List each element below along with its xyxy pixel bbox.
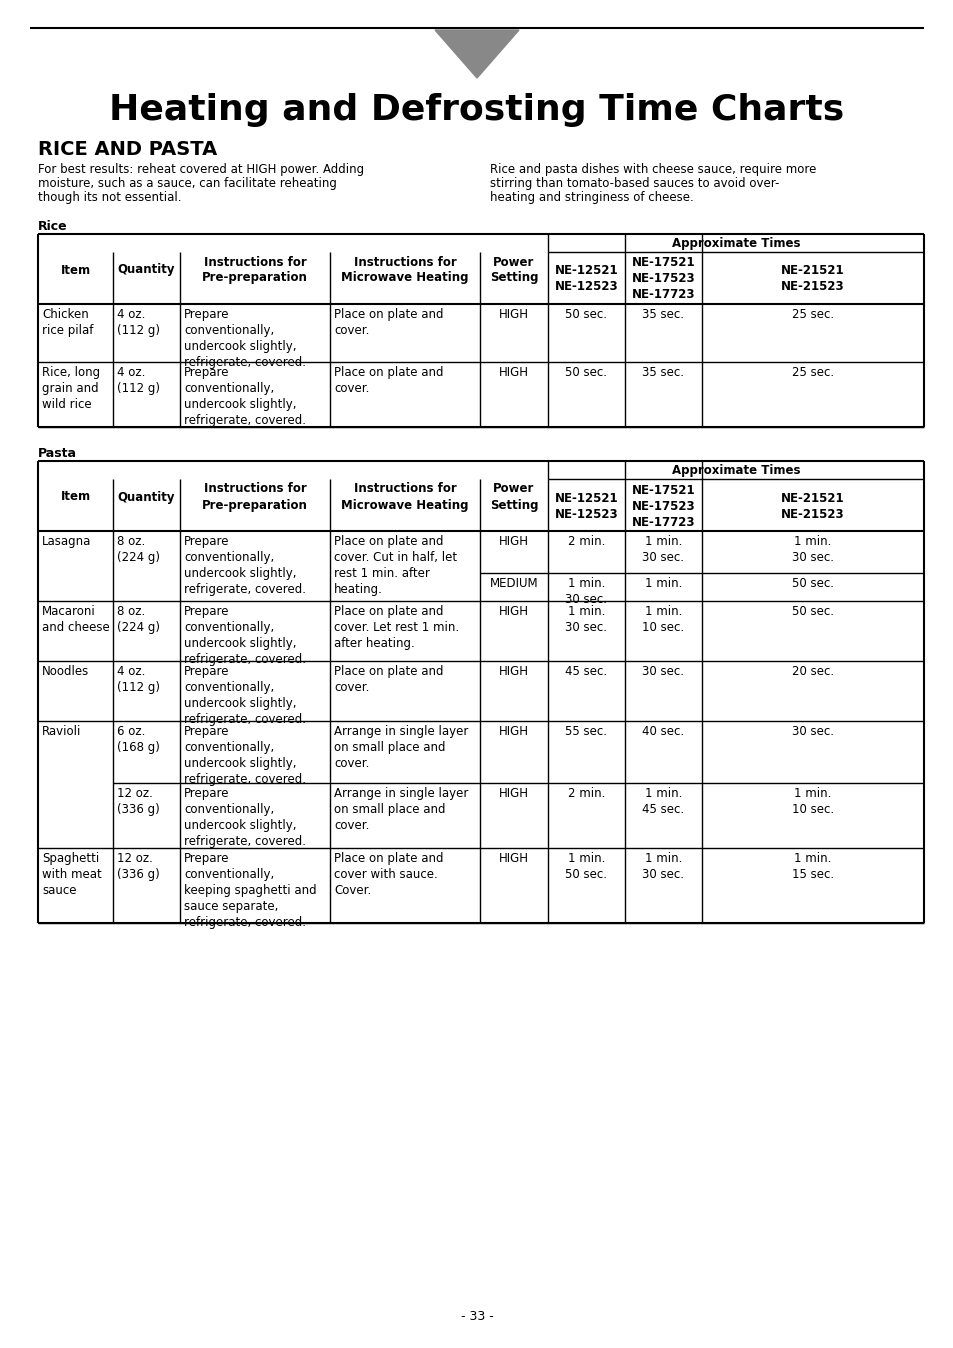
Text: moisture, such as a sauce, can facilitate reheating: moisture, such as a sauce, can facilitat…: [38, 177, 336, 190]
Text: Prepare
conventionally,
undercook slightly,
refrigerate, covered.: Prepare conventionally, undercook slight…: [184, 787, 306, 848]
Text: Place on plate and
cover.: Place on plate and cover.: [334, 307, 443, 337]
Text: HIGH: HIGH: [498, 852, 529, 865]
Text: Chicken
rice pilaf: Chicken rice pilaf: [42, 307, 93, 337]
Text: 45 sec.: 45 sec.: [565, 665, 607, 678]
Text: Ravioli: Ravioli: [42, 725, 81, 737]
Text: Rice, long
grain and
wild rice: Rice, long grain and wild rice: [42, 367, 100, 411]
Text: Quantity: Quantity: [117, 263, 175, 276]
Text: heating and stringiness of cheese.: heating and stringiness of cheese.: [490, 191, 693, 204]
Text: Power
Setting: Power Setting: [489, 483, 537, 511]
Text: Arrange in single layer
on small place and
cover.: Arrange in single layer on small place a…: [334, 725, 468, 770]
Text: 1 min.
30 sec.: 1 min. 30 sec.: [791, 535, 833, 563]
Text: 8 oz.
(224 g): 8 oz. (224 g): [117, 535, 160, 563]
Text: Item: Item: [60, 491, 91, 504]
Text: HIGH: HIGH: [498, 307, 529, 321]
Text: 25 sec.: 25 sec.: [791, 367, 833, 379]
Text: Place on plate and
cover.: Place on plate and cover.: [334, 367, 443, 395]
Text: - 33 -: - 33 -: [460, 1310, 493, 1322]
Text: 50 sec.: 50 sec.: [565, 307, 607, 321]
Text: 2 min.: 2 min.: [567, 535, 604, 549]
Text: Instructions for
Pre-preparation: Instructions for Pre-preparation: [202, 256, 308, 284]
Text: stirring than tomato-based sauces to avoid over-: stirring than tomato-based sauces to avo…: [490, 177, 779, 190]
Text: 1 min.
50 sec.: 1 min. 50 sec.: [565, 852, 607, 882]
Text: Place on plate and
cover.: Place on plate and cover.: [334, 665, 443, 694]
Text: Prepare
conventionally,
keeping spaghetti and
sauce separate,
refrigerate, cover: Prepare conventionally, keeping spaghett…: [184, 852, 316, 929]
Text: 2 min.: 2 min.: [567, 787, 604, 799]
Text: HIGH: HIGH: [498, 367, 529, 379]
Text: 1 min.
45 sec.: 1 min. 45 sec.: [641, 787, 684, 816]
Text: 6 oz.
(168 g): 6 oz. (168 g): [117, 725, 160, 754]
Text: NE-17521
NE-17523
NE-17723: NE-17521 NE-17523 NE-17723: [631, 484, 695, 528]
Text: 1 min.
10 sec.: 1 min. 10 sec.: [791, 787, 833, 816]
Text: 4 oz.
(112 g): 4 oz. (112 g): [117, 307, 160, 337]
Text: 25 sec.: 25 sec.: [791, 307, 833, 321]
Text: 50 sec.: 50 sec.: [791, 605, 833, 617]
Text: 1 min.
30 sec.: 1 min. 30 sec.: [641, 852, 684, 882]
Text: Pasta: Pasta: [38, 448, 77, 460]
Text: though its not essential.: though its not essential.: [38, 191, 181, 204]
Text: Prepare
conventionally,
undercook slightly,
refrigerate, covered.: Prepare conventionally, undercook slight…: [184, 605, 306, 666]
Text: RICE AND PASTA: RICE AND PASTA: [38, 140, 217, 159]
Text: 1 min.
30 sec.: 1 min. 30 sec.: [565, 605, 607, 634]
Text: Instructions for
Microwave Heating: Instructions for Microwave Heating: [341, 483, 468, 511]
Text: MEDIUM: MEDIUM: [489, 577, 537, 590]
Text: NE-12521
NE-12523: NE-12521 NE-12523: [554, 264, 618, 294]
Text: For best results: reheat covered at HIGH power. Adding: For best results: reheat covered at HIGH…: [38, 163, 364, 177]
Text: Quantity: Quantity: [117, 491, 175, 504]
Text: 4 oz.
(112 g): 4 oz. (112 g): [117, 367, 160, 395]
Text: 35 sec.: 35 sec.: [641, 307, 684, 321]
Text: 35 sec.: 35 sec.: [641, 367, 684, 379]
Text: NE-17521
NE-17523
NE-17723: NE-17521 NE-17523 NE-17723: [631, 256, 695, 302]
Text: Arrange in single layer
on small place and
cover.: Arrange in single layer on small place a…: [334, 787, 468, 832]
Text: 20 sec.: 20 sec.: [791, 665, 833, 678]
Text: 8 oz.
(224 g): 8 oz. (224 g): [117, 605, 160, 634]
Text: Heating and Defrosting Time Charts: Heating and Defrosting Time Charts: [110, 93, 843, 127]
Text: Rice: Rice: [38, 220, 68, 233]
Text: 12 oz.
(336 g): 12 oz. (336 g): [117, 852, 159, 882]
Text: 1 min.
15 sec.: 1 min. 15 sec.: [791, 852, 833, 882]
Text: Spaghetti
with meat
sauce: Spaghetti with meat sauce: [42, 852, 102, 896]
Text: Prepare
conventionally,
undercook slightly,
refrigerate, covered.: Prepare conventionally, undercook slight…: [184, 665, 306, 727]
Text: 4 oz.
(112 g): 4 oz. (112 g): [117, 665, 160, 694]
Text: NE-21521
NE-21523: NE-21521 NE-21523: [781, 264, 844, 294]
Text: Macaroni
and cheese: Macaroni and cheese: [42, 605, 110, 634]
Text: Approximate Times: Approximate Times: [671, 464, 800, 477]
Text: NE-12521
NE-12523: NE-12521 NE-12523: [554, 492, 618, 520]
Text: Prepare
conventionally,
undercook slightly,
refrigerate, covered.: Prepare conventionally, undercook slight…: [184, 367, 306, 427]
Text: 50 sec.: 50 sec.: [565, 367, 607, 379]
Text: Place on plate and
cover. Let rest 1 min.
after heating.: Place on plate and cover. Let rest 1 min…: [334, 605, 458, 650]
Text: Rice and pasta dishes with cheese sauce, require more: Rice and pasta dishes with cheese sauce,…: [490, 163, 816, 177]
Text: Place on plate and
cover. Cut in half, let
rest 1 min. after
heating.: Place on plate and cover. Cut in half, l…: [334, 535, 456, 596]
Text: Approximate Times: Approximate Times: [671, 237, 800, 249]
Text: Instructions for
Microwave Heating: Instructions for Microwave Heating: [341, 256, 468, 284]
Text: HIGH: HIGH: [498, 725, 529, 737]
Text: 1 min.
30 sec.: 1 min. 30 sec.: [641, 535, 684, 563]
Text: Power
Setting: Power Setting: [489, 256, 537, 284]
Text: NE-21521
NE-21523: NE-21521 NE-21523: [781, 492, 844, 520]
Text: HIGH: HIGH: [498, 535, 529, 549]
Text: Instructions for
Pre-preparation: Instructions for Pre-preparation: [202, 483, 308, 511]
Text: HIGH: HIGH: [498, 665, 529, 678]
Text: 12 oz.
(336 g): 12 oz. (336 g): [117, 787, 159, 816]
Text: 50 sec.: 50 sec.: [791, 577, 833, 590]
Polygon shape: [435, 30, 518, 78]
Text: HIGH: HIGH: [498, 787, 529, 799]
Text: 1 min.
10 sec.: 1 min. 10 sec.: [641, 605, 684, 634]
Text: 30 sec.: 30 sec.: [641, 665, 684, 678]
Text: 30 sec.: 30 sec.: [791, 725, 833, 737]
Text: Lasagna: Lasagna: [42, 535, 91, 549]
Text: Prepare
conventionally,
undercook slightly,
refrigerate, covered.: Prepare conventionally, undercook slight…: [184, 725, 306, 786]
Text: Prepare
conventionally,
undercook slightly,
refrigerate, covered.: Prepare conventionally, undercook slight…: [184, 535, 306, 596]
Text: 1 min.: 1 min.: [644, 577, 681, 590]
Text: Noodles: Noodles: [42, 665, 90, 678]
Text: 55 sec.: 55 sec.: [565, 725, 607, 737]
Text: HIGH: HIGH: [498, 605, 529, 617]
Text: Place on plate and
cover with sauce.
Cover.: Place on plate and cover with sauce. Cov…: [334, 852, 443, 896]
Text: Prepare
conventionally,
undercook slightly,
refrigerate, covered.: Prepare conventionally, undercook slight…: [184, 307, 306, 369]
Text: 40 sec.: 40 sec.: [641, 725, 684, 737]
Text: 1 min.
30 sec.: 1 min. 30 sec.: [565, 577, 607, 607]
Text: Item: Item: [60, 263, 91, 276]
